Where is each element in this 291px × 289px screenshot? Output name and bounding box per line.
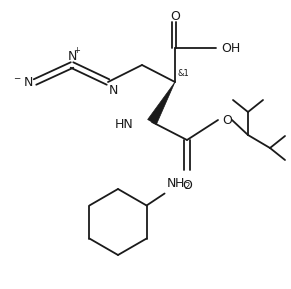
Text: HN: HN: [115, 118, 134, 131]
Text: +: +: [74, 46, 80, 55]
Text: O: O: [182, 179, 192, 192]
Text: OH: OH: [221, 42, 240, 55]
Polygon shape: [148, 82, 175, 125]
Text: O: O: [222, 114, 232, 127]
Text: &1: &1: [178, 69, 190, 78]
Text: $^-$N: $^-$N: [12, 75, 33, 88]
Text: O: O: [170, 10, 180, 23]
Text: NH$_2$: NH$_2$: [166, 176, 191, 192]
Text: N: N: [67, 50, 77, 63]
Text: N: N: [109, 84, 118, 97]
